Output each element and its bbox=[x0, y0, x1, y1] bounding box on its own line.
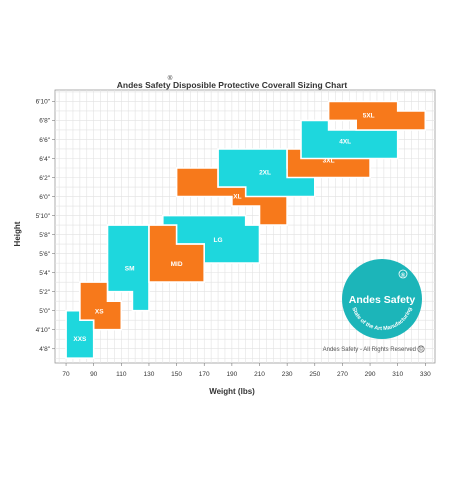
size-label-sm: SM bbox=[125, 266, 135, 273]
size-label-xxs: XXS bbox=[73, 336, 87, 343]
size-label-mid: MID bbox=[171, 261, 183, 268]
x-tick-label: 190 bbox=[226, 371, 237, 378]
y-tick-label: 5'8" bbox=[39, 232, 50, 239]
chart-title: Andes Safety Disposible Protective Cover… bbox=[117, 80, 348, 90]
y-tick-label: 4'8" bbox=[39, 346, 50, 353]
y-tick-label: 6'8" bbox=[39, 118, 50, 125]
logo-name: Andes Safety bbox=[349, 294, 416, 306]
x-tick-label: 230 bbox=[282, 371, 293, 378]
size-label-lg: LG bbox=[214, 237, 223, 244]
title-registered-mark: ® bbox=[168, 74, 173, 82]
y-axis-title: Height bbox=[13, 221, 22, 246]
y-axis-ticks: 4'8" 4'10" 5'0" 5'2" 5'4" 5'6" 5'8" 5'10" 6'0" 6'… bbox=[36, 99, 55, 353]
size-label-xl: XL bbox=[233, 193, 241, 200]
logo-registered-circle bbox=[398, 269, 408, 279]
x-tick-label: 110 bbox=[116, 371, 127, 378]
x-tick-label: 130 bbox=[144, 371, 155, 378]
size-region-xs bbox=[79, 281, 123, 331]
size-label-4xl: 4XL bbox=[339, 138, 351, 145]
y-tick-label: 5'6" bbox=[39, 251, 50, 258]
x-tick-label: 210 bbox=[254, 371, 265, 378]
size-region-5xl bbox=[327, 100, 427, 131]
x-tick-label: 90 bbox=[90, 371, 98, 378]
x-tick-label: 150 bbox=[171, 371, 182, 378]
y-tick-label: 5'4" bbox=[39, 270, 50, 277]
y-tick-label: 5'10" bbox=[36, 213, 51, 220]
copyright-mark: © bbox=[419, 346, 424, 353]
size-label-3xl: 3XL bbox=[323, 157, 335, 164]
x-tick-label: 250 bbox=[309, 371, 320, 378]
x-tick-label: 170 bbox=[199, 371, 210, 378]
size-label-xs: XS bbox=[95, 309, 104, 316]
y-tick-label: 5'2" bbox=[39, 289, 50, 296]
size-label-2xl: 2XL bbox=[259, 170, 271, 177]
x-axis-title: Weight (lbs) bbox=[209, 387, 255, 396]
logo-registered-mark: ® bbox=[401, 272, 406, 279]
y-tick-label: 6'0" bbox=[39, 194, 50, 201]
x-tick-label: 290 bbox=[365, 371, 376, 378]
copyright-circle bbox=[417, 345, 425, 353]
y-tick-label: 6'4" bbox=[39, 156, 50, 163]
x-tick-label: 270 bbox=[337, 371, 348, 378]
x-axis-ticks: 70 90 110 130 150 170 190 210 230 250 270 290 310 330 bbox=[62, 363, 431, 378]
size-region-mid bbox=[148, 224, 205, 283]
x-tick-label: 330 bbox=[420, 371, 431, 378]
copyright-text: Andes Safety - All Rights Reserved bbox=[323, 347, 416, 353]
y-tick-label: 6'6" bbox=[39, 137, 50, 144]
size-regions: XXS SM XS LG MID XL 2XL 3XL 4XL 5XL bbox=[65, 100, 427, 360]
logo-circle bbox=[342, 259, 422, 339]
y-tick-label: 6'2" bbox=[39, 175, 50, 182]
andes-safety-logo: Andes Safety ® State of the Art Manufact… bbox=[342, 259, 422, 339]
x-tick-label: 310 bbox=[392, 371, 403, 378]
y-tick-label: 5'0" bbox=[39, 308, 50, 315]
size-label-5xl: 5XL bbox=[363, 113, 375, 120]
x-tick-label: 70 bbox=[62, 371, 70, 378]
y-tick-label: 4'10" bbox=[36, 327, 51, 334]
y-tick-label: 6'10" bbox=[36, 99, 51, 106]
